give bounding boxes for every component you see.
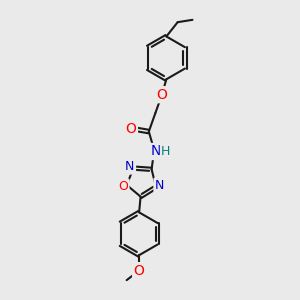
Text: O: O [134, 264, 145, 278]
Text: N: N [125, 160, 135, 173]
Text: H: H [161, 145, 170, 158]
Text: O: O [125, 122, 136, 136]
Text: O: O [118, 180, 128, 193]
Text: N: N [155, 179, 164, 192]
Text: N: N [151, 145, 161, 158]
Text: O: O [157, 88, 167, 102]
